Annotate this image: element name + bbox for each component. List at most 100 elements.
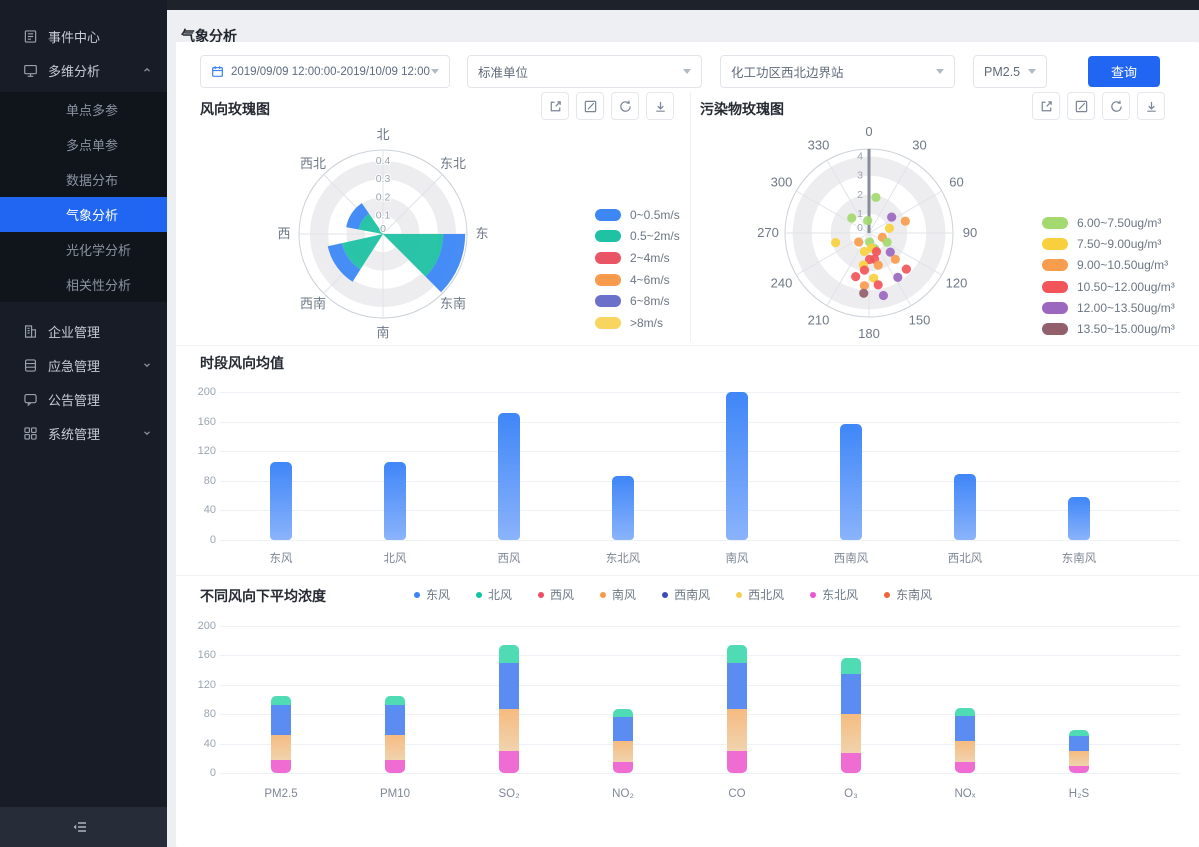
legend-item[interactable]: 北风 bbox=[476, 586, 512, 603]
legend-label: 2~4m/s bbox=[630, 250, 670, 265]
legend-item[interactable]: 13.50~15.00ug/m³ bbox=[1042, 322, 1175, 337]
legend-item[interactable]: >8m/s bbox=[595, 316, 680, 330]
sidebar-item-correlation-analysis[interactable]: 相关性分析 bbox=[0, 267, 167, 302]
bar-西北风 bbox=[954, 474, 976, 540]
legend-item[interactable]: 4~6m/s bbox=[595, 273, 680, 287]
date-range-value: 2019/09/09 12:00:00-2019/10/09 12:00:00 bbox=[231, 65, 431, 78]
legend-item[interactable]: 西风 bbox=[538, 586, 574, 603]
segment-东北风 bbox=[499, 750, 519, 773]
legend-item[interactable]: 0.5~2m/s bbox=[595, 229, 680, 244]
query-button[interactable]: 查询 bbox=[1088, 56, 1160, 87]
legend-item[interactable]: 2~4m/s bbox=[595, 250, 680, 265]
segment-南风 bbox=[955, 740, 975, 762]
segment-东北风 bbox=[955, 761, 975, 773]
sidebar-item-weather-analysis[interactable]: 气象分析 bbox=[0, 197, 167, 232]
legend-item[interactable]: 东南风 bbox=[884, 586, 932, 603]
segment-东风 bbox=[841, 674, 861, 715]
collapse-sidebar-icon[interactable] bbox=[72, 819, 88, 835]
section-divider bbox=[176, 345, 1199, 346]
legend-label: 6~8m/s bbox=[630, 294, 670, 309]
date-range-picker[interactable]: 2019/09/09 12:00:00-2019/10/09 12:00:00 bbox=[200, 55, 450, 88]
legend-item[interactable]: 西南风 bbox=[662, 586, 710, 603]
sidebar-item-label: 多点单参 bbox=[66, 138, 119, 153]
download-icon-button[interactable] bbox=[1137, 92, 1165, 120]
x-axis-category-label: 北风 bbox=[383, 553, 407, 565]
legend-label: 6.00~7.50ug/m³ bbox=[1077, 215, 1162, 230]
grid-line bbox=[220, 540, 1180, 541]
legend-item[interactable]: 12.00~13.50ug/m³ bbox=[1042, 301, 1175, 316]
sidebar-item-notice-management[interactable]: 公告管理 bbox=[0, 382, 167, 416]
svg-text:西: 西 bbox=[277, 226, 290, 241]
legend-label: 南风 bbox=[612, 588, 637, 602]
wind-rose-chart: 北东北东东南南 西南 西 西北 0 0.1 0.2 0.3 0.4 bbox=[200, 120, 670, 348]
chevron-down-icon bbox=[683, 69, 691, 74]
x-axis-category-label: 东北风 bbox=[605, 553, 641, 565]
unit-select-value: 标准单位 bbox=[478, 66, 529, 80]
segment-东风 bbox=[1069, 735, 1089, 751]
pollutant-rose-title: 污染物玫瑰图 bbox=[700, 101, 784, 117]
sidebar-item-system-management[interactable]: 系统管理 bbox=[0, 416, 167, 450]
legend-label: 0.5~2m/s bbox=[630, 229, 680, 244]
legend-dot bbox=[476, 591, 483, 598]
segment-北风 bbox=[385, 695, 405, 706]
legend-item[interactable]: 东风 bbox=[414, 586, 450, 603]
sidebar-item-multi-point-single-param[interactable]: 多点单参 bbox=[0, 127, 167, 162]
legend-item[interactable]: 10.50~12.00ug/m³ bbox=[1042, 280, 1175, 294]
grid-line bbox=[220, 684, 1180, 686]
legend-item[interactable]: 西北风 bbox=[736, 586, 784, 603]
legend-item[interactable]: 南风 bbox=[600, 586, 636, 603]
sidebar-item-single-point-multi-param[interactable]: 单点多参 bbox=[0, 92, 167, 127]
external-link-icon-button[interactable] bbox=[1032, 92, 1060, 120]
x-axis-category-label: O₃ bbox=[844, 788, 858, 800]
refresh-icon-button[interactable] bbox=[611, 92, 639, 120]
y-axis-tick-label: 200 bbox=[197, 386, 216, 398]
pollutant-select[interactable]: PM2.5 bbox=[973, 55, 1047, 88]
database-icon bbox=[23, 358, 38, 373]
legend-item[interactable]: 7.50~9.00ug/m³ bbox=[1042, 237, 1175, 251]
y-axis-tick-label: 160 bbox=[197, 415, 216, 428]
sidebar-item-event-center[interactable]: 事件中心 bbox=[0, 19, 167, 53]
refresh-icon-button[interactable] bbox=[1102, 92, 1130, 120]
pollutant-rose-legend: 6.00~7.50ug/m³ 7.50~9.00ug/m³ 9.00~10.50ug… bbox=[1042, 216, 1175, 336]
legend-label: 西风 bbox=[550, 588, 575, 602]
svg-text:0: 0 bbox=[380, 223, 386, 235]
sidebar-item-emergency-management[interactable]: 应急管理 bbox=[0, 348, 167, 382]
stacked-chart-legend: 东风 北风 西风 南风 西南风 西北风 东北风 东南风 bbox=[414, 587, 932, 602]
sidebar-item-multi-dimension-analysis[interactable]: 多维分析 bbox=[0, 53, 167, 87]
svg-text:0.2: 0.2 bbox=[376, 191, 391, 203]
grid-line bbox=[220, 451, 1180, 453]
svg-text:60: 60 bbox=[949, 175, 963, 190]
sidebar-item-photochemical-analysis[interactable]: 光化学分析 bbox=[0, 232, 167, 267]
station-select[interactable]: 化工功区西北边界站 bbox=[720, 55, 955, 88]
bar-东风 bbox=[270, 462, 292, 540]
sidebar-item-label: 相关性分析 bbox=[66, 278, 132, 293]
sidebar-item-enterprise-management[interactable]: 企业管理 bbox=[0, 314, 167, 348]
pollutant-rose-chart: 0 30 60 90 120 150 180 210 240 270 300 330 0 1 2 3 4 bbox=[700, 120, 1050, 348]
legend-label: 12.00~13.50ug/m³ bbox=[1077, 301, 1175, 316]
legend-swatch bbox=[595, 251, 621, 264]
legend-dot bbox=[538, 591, 545, 598]
legend-label: 13.50~15.00ug/m³ bbox=[1077, 322, 1175, 337]
sidebar-item-data-distribution[interactable]: 数据分布 bbox=[0, 162, 167, 197]
bar-北风 bbox=[384, 462, 406, 540]
legend-item[interactable]: 东北风 bbox=[810, 586, 858, 603]
legend-item[interactable]: 6.00~7.50ug/m³ bbox=[1042, 215, 1175, 230]
legend-item[interactable]: 9.00~10.50ug/m³ bbox=[1042, 258, 1175, 272]
edit-icon-button[interactable] bbox=[576, 92, 604, 120]
external-link-icon-button[interactable] bbox=[541, 92, 569, 120]
sidebar-item-label: 光化学分析 bbox=[66, 243, 132, 258]
svg-text:0.4: 0.4 bbox=[376, 155, 391, 167]
edit-icon-button[interactable] bbox=[1067, 92, 1095, 120]
stacked-bar-CO bbox=[727, 645, 747, 773]
segment-东风 bbox=[271, 705, 291, 735]
legend-item[interactable]: 6~8m/s bbox=[595, 294, 680, 309]
svg-text:0: 0 bbox=[857, 222, 863, 234]
download-icon-button[interactable] bbox=[646, 92, 674, 120]
legend-dot bbox=[810, 591, 817, 598]
legend-label: 西南风 bbox=[674, 588, 711, 602]
legend-dot bbox=[600, 591, 607, 598]
legend-item[interactable]: 0~0.5m/s bbox=[595, 208, 680, 222]
unit-select[interactable]: 标准单位 bbox=[467, 55, 702, 88]
svg-text:330: 330 bbox=[808, 138, 830, 153]
